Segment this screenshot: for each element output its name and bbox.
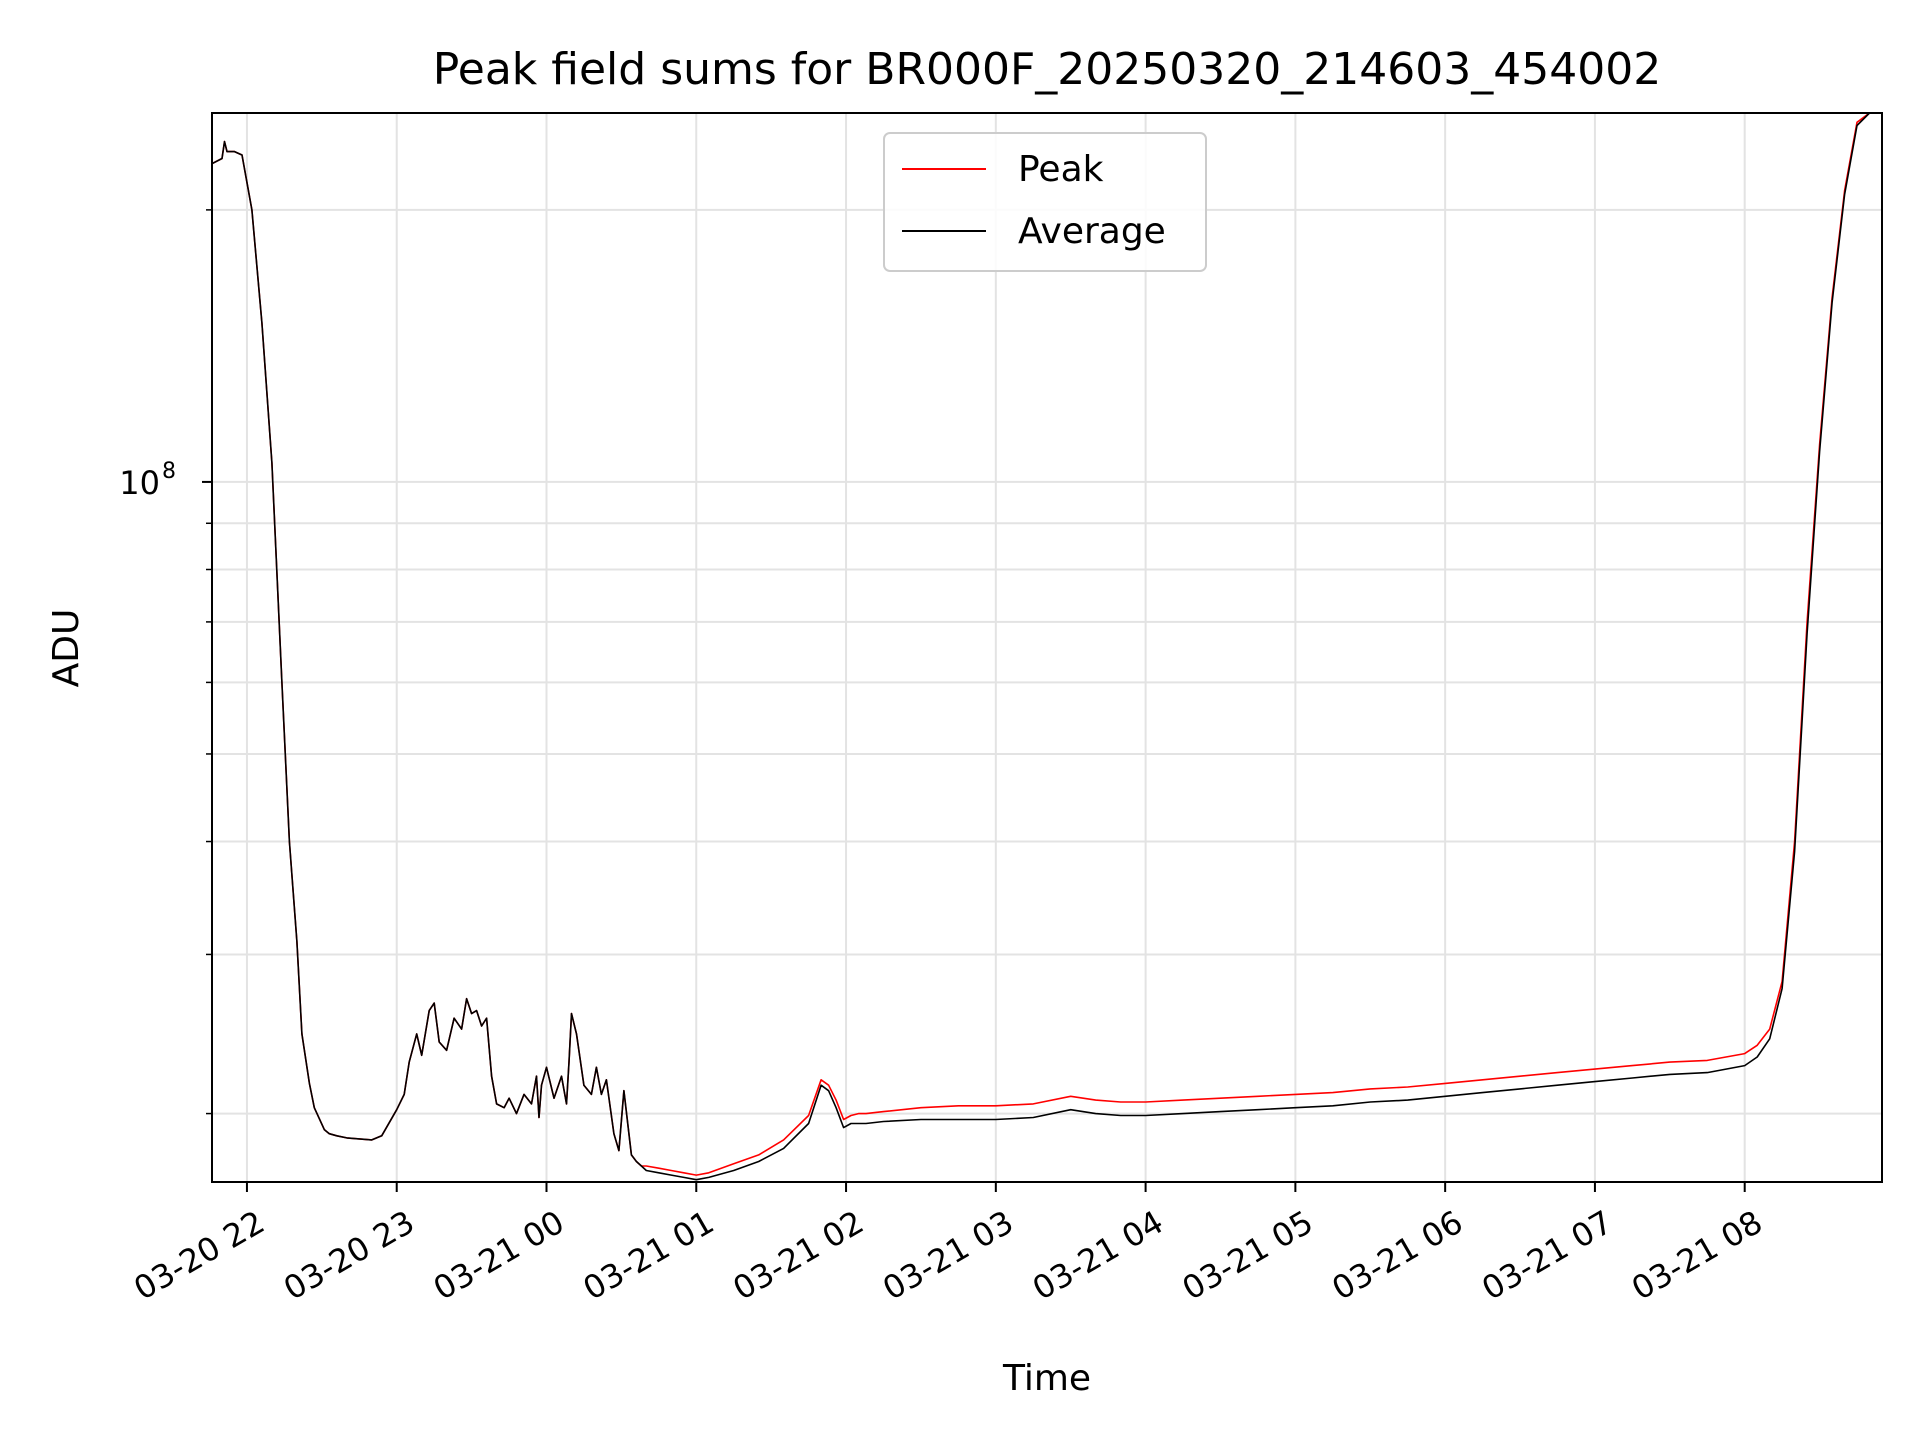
series-line-average	[212, 113, 1882, 1181]
y-axis-label: ADU	[46, 609, 87, 688]
y-tick-label-exponent: 8	[162, 459, 176, 484]
grid	[212, 113, 1882, 1182]
plot-frame	[211, 112, 1883, 1183]
chart-title: Peak field sums for BR000F_20250320_2146…	[433, 44, 1661, 95]
x-axis-label: Time	[1002, 1358, 1091, 1399]
y-axis: 10 8	[119, 209, 212, 1115]
legend-label-peak: Peak	[1018, 149, 1104, 190]
legend-label-average: Average	[1018, 211, 1166, 252]
y-tick-label: 10	[119, 464, 160, 502]
series-layer	[212, 113, 1882, 1181]
legend: Peak Average	[883, 132, 1207, 272]
legend-box	[883, 132, 1207, 272]
